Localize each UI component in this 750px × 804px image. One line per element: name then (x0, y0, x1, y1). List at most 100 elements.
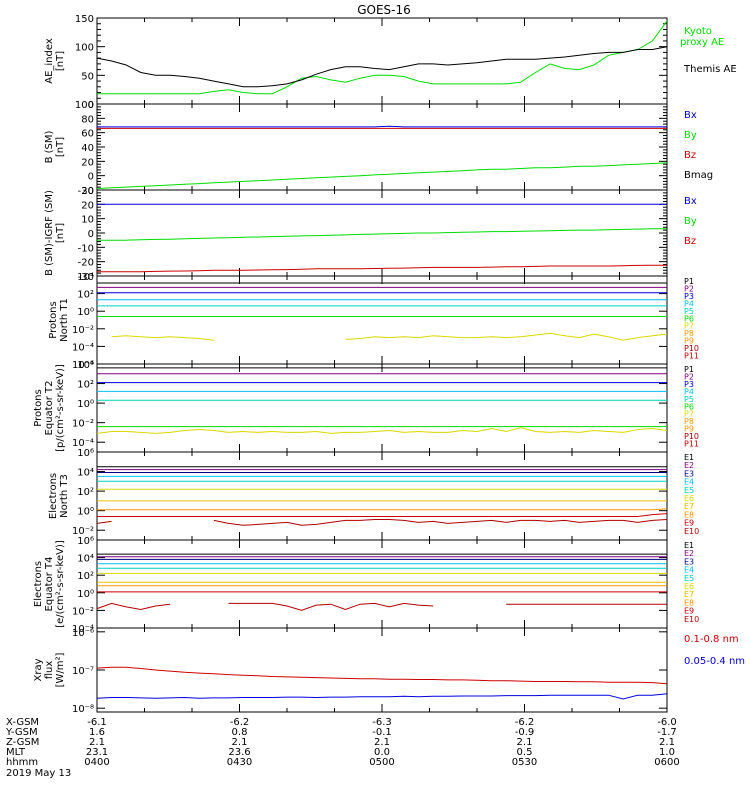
x-axis-table: X-GSM -6.1 -6.2 -6.3 -6.2 -6.0 Y-GSM 1.6 0.8 -0.1… (5, 717, 680, 779)
x-tick-label: 1.0 (659, 747, 675, 758)
legend-label: E10 (684, 615, 699, 624)
legend-label: P8 (684, 417, 694, 426)
y-tick-label: 10⁻² (72, 419, 94, 430)
legend-label: Bz (684, 236, 696, 247)
legend-label: P10 (684, 344, 699, 353)
legend-label: 0.1-0.8 nm (684, 634, 739, 645)
panel-5: 10⁴ 10² 10⁰ 10⁻² 10⁻⁴ ProtonsEquator T2[p/(cm… (33, 360, 699, 453)
y-tick-label: 50 (81, 71, 94, 82)
y-tick-label: 0 (88, 229, 94, 240)
date-label: 2019 May 13 (6, 768, 71, 779)
y-tick-label: 10⁻² (72, 325, 94, 336)
series-bz-line (97, 264, 667, 273)
x-tick-label: 2.1 (517, 737, 533, 748)
y-tick-label: 100 (75, 43, 94, 54)
legend-label: By (684, 130, 697, 141)
y-tick-label: 10⁻⁴ (72, 624, 94, 635)
series-0-05-0-4-nm-line (96, 693, 668, 700)
legend-label: E2 (684, 549, 694, 558)
legend-label: E6 (684, 582, 694, 591)
legend-label: P7 (684, 322, 694, 331)
legend-label: P2 (684, 284, 694, 293)
legend-label: E5 (684, 486, 694, 495)
y-tick-label: 10⁰ (77, 507, 94, 518)
y-tick-label: 10⁴ (77, 272, 94, 283)
x-tick-label: 23.6 (228, 747, 250, 758)
y-axis-label: AE_index[nT] (44, 38, 66, 84)
x-tick-label: -6.1 (87, 717, 107, 728)
y-tick-label: 0 (88, 100, 94, 111)
x-row-label: MLT (6, 747, 26, 758)
legend-label: P3 (684, 380, 694, 389)
y-tick-label: 10⁻² (72, 606, 94, 617)
y-tick-label: 10² (77, 290, 94, 301)
x-tick-label: 0.5 (517, 747, 533, 758)
y-tick-label: 40 (81, 143, 94, 154)
x-tick-label: 0430 (227, 757, 252, 768)
legend-label: P4 (684, 299, 694, 308)
legend-label: P9 (684, 425, 694, 434)
x-row-label: Z-GSM (6, 737, 39, 748)
series-bx-line (97, 125, 667, 128)
series-kyoto-proxy-ae-line (97, 20, 668, 95)
y-tick-label: 10⁴ (77, 360, 94, 371)
x-tick-label: -6.2 (230, 717, 250, 728)
x-tick-label: -6.2 (515, 717, 535, 728)
y-tick-label: 30 (81, 186, 94, 197)
panel-frame (96, 451, 668, 541)
y-tick-label: 10² (77, 380, 94, 391)
y-tick-label: 10² (77, 571, 94, 582)
x-tick-label: 0530 (512, 757, 537, 768)
x-tick-label: -1.7 (657, 727, 677, 738)
legend-label: P9 (684, 337, 694, 346)
y-tick-label: 0 (88, 172, 94, 183)
legend-label: P7 (684, 410, 694, 419)
legend-label: Kyoto proxy AE (680, 26, 724, 48)
legend-label: Bx (684, 110, 697, 121)
panel-frame (96, 275, 668, 365)
y-tick-label: 60 (81, 129, 94, 140)
legend-label: E5 (684, 574, 694, 583)
legend-label: E9 (684, 519, 694, 528)
legend-label: P6 (684, 314, 694, 323)
legend-label: P3 (684, 292, 694, 301)
legend-label: E3 (684, 557, 694, 566)
x-tick-label: 0600 (654, 757, 679, 768)
legend-label: E10 (684, 527, 699, 536)
series-e8-line (97, 508, 668, 511)
legend-label: P4 (684, 387, 694, 396)
legend-label: P2 (684, 372, 694, 381)
x-tick-label: 0400 (84, 757, 109, 768)
legend-label: E2 (684, 461, 694, 470)
x-tick-label: 1.6 (89, 727, 105, 738)
legend-label: Bx (684, 196, 697, 207)
series-by-line (97, 228, 667, 241)
y-tick-label: 10⁴ (77, 468, 94, 479)
legend-label: E1 (684, 541, 694, 550)
legend-label: 0.05-0.4 nm (684, 656, 745, 667)
series-themis-ae-line (96, 46, 668, 88)
y-tick-label: 10⁻⁶ (72, 628, 94, 639)
series-0-1-0-8-nm-line (96, 666, 668, 685)
panel-frame (96, 539, 668, 629)
series-e9-line (97, 513, 668, 517)
panel-frame (96, 103, 668, 191)
legend-label: P5 (684, 395, 694, 404)
x-tick-label: -0.1 (372, 727, 392, 738)
legend-label: E4 (684, 566, 694, 575)
y-tick-label: 10⁶ (77, 448, 94, 459)
legend-label: E3 (684, 469, 694, 478)
legend-label: Bz (684, 150, 696, 161)
y-tick-label: 10⁴ (77, 554, 94, 565)
y-tick-label: 150 (75, 14, 94, 25)
y-tick-label: 20 (81, 157, 94, 168)
legend-label: P8 (684, 329, 694, 338)
panel-3: -30 -20 -10 0 10 20 30 B (SM)-IGRF (SM)[nT] Bx By… (44, 186, 697, 283)
x-tick-label: 0.0 (374, 747, 390, 758)
panel-frame (96, 363, 668, 453)
y-tick-label: 10⁻² (72, 526, 94, 537)
